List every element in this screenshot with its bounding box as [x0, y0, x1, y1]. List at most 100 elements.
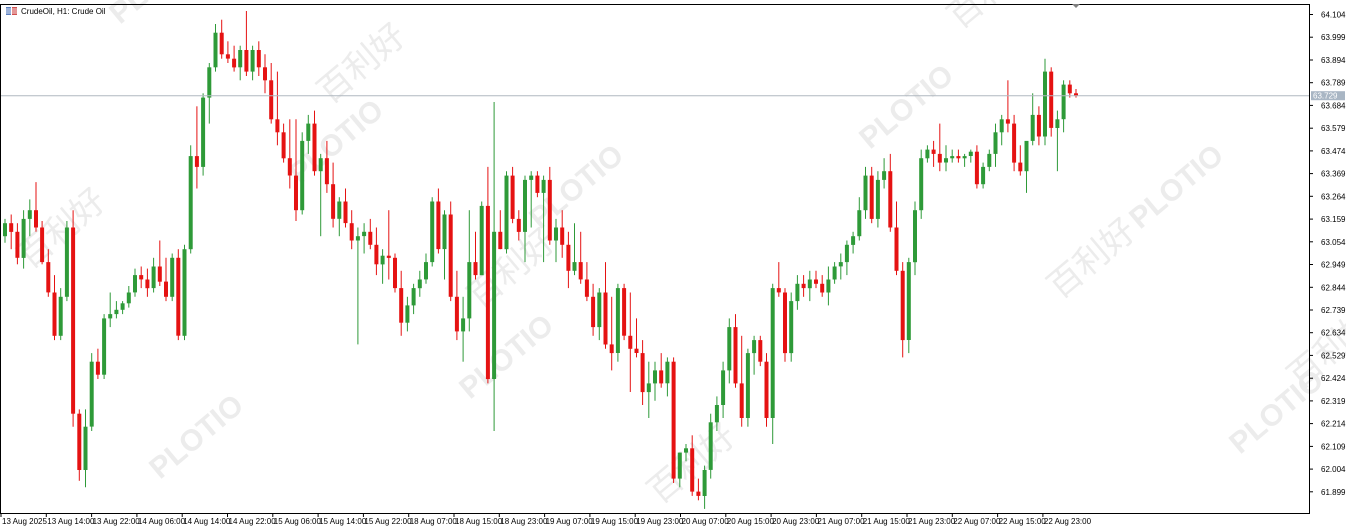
candle[interactable] — [516, 210, 521, 241]
candle[interactable] — [355, 227, 360, 345]
candle[interactable] — [120, 301, 125, 315]
candle[interactable] — [21, 210, 26, 269]
candle[interactable] — [454, 270, 459, 341]
candle[interactable] — [770, 283, 775, 444]
candle[interactable] — [646, 361, 651, 418]
candle[interactable] — [27, 199, 32, 237]
candle[interactable] — [318, 153, 323, 237]
candle[interactable] — [145, 268, 150, 297]
candle[interactable] — [219, 19, 224, 59]
candle[interactable] — [993, 123, 998, 167]
candle[interactable] — [380, 249, 385, 284]
candle[interactable] — [157, 240, 162, 287]
candle[interactable] — [826, 266, 831, 306]
candle[interactable] — [733, 314, 738, 388]
candle[interactable] — [981, 162, 986, 189]
candle[interactable] — [739, 335, 744, 427]
candle[interactable] — [968, 149, 973, 163]
candle[interactable] — [919, 149, 924, 219]
candle[interactable] — [139, 266, 144, 289]
candle[interactable] — [758, 335, 763, 367]
candle[interactable] — [368, 218, 373, 250]
candle[interactable] — [634, 318, 639, 358]
candle[interactable] — [64, 221, 69, 302]
candle[interactable] — [15, 223, 20, 265]
candle[interactable] — [851, 231, 856, 254]
candle[interactable] — [1005, 80, 1010, 133]
candle[interactable] — [745, 348, 750, 427]
candle[interactable] — [603, 262, 608, 349]
candle[interactable] — [820, 275, 825, 297]
candle[interactable] — [1067, 80, 1072, 98]
candle[interactable] — [832, 262, 837, 284]
candle[interactable] — [83, 409, 88, 488]
candle[interactable] — [554, 218, 558, 263]
candle[interactable] — [696, 478, 701, 501]
candle[interactable] — [424, 253, 428, 284]
candle[interactable] — [176, 249, 181, 341]
candle[interactable] — [900, 262, 905, 358]
candle[interactable] — [764, 353, 769, 427]
candle[interactable] — [857, 197, 862, 241]
candle[interactable] — [974, 145, 979, 189]
candle[interactable] — [547, 166, 552, 245]
candle[interactable] — [71, 210, 76, 427]
candle[interactable] — [783, 288, 787, 362]
candle[interactable] — [665, 357, 670, 397]
candle[interactable] — [1061, 80, 1066, 133]
candle[interactable] — [46, 249, 51, 297]
candle[interactable] — [838, 253, 843, 280]
candle[interactable] — [436, 188, 441, 254]
candle[interactable] — [584, 262, 589, 302]
candle[interactable] — [287, 119, 292, 189]
candle[interactable] — [238, 45, 243, 81]
candle[interactable] — [9, 214, 14, 250]
candle[interactable] — [256, 41, 261, 76]
candle[interactable] — [442, 210, 447, 280]
candle[interactable] — [294, 119, 298, 221]
candle[interactable] — [58, 288, 63, 341]
candle[interactable] — [1024, 140, 1029, 193]
candle[interactable] — [324, 140, 329, 193]
candle[interactable] — [306, 114, 311, 154]
candle[interactable] — [188, 145, 193, 254]
candle[interactable] — [591, 283, 596, 336]
candle[interactable] — [1012, 114, 1017, 172]
candle[interactable] — [863, 166, 868, 219]
candle[interactable] — [541, 175, 546, 263]
candle[interactable] — [677, 452, 682, 488]
candle[interactable] — [164, 257, 168, 302]
candle[interactable] — [312, 110, 317, 176]
candle[interactable] — [281, 123, 286, 163]
candle[interactable] — [207, 63, 212, 124]
candle[interactable] — [523, 175, 527, 263]
candle[interactable] — [894, 201, 899, 276]
candle[interactable] — [721, 361, 726, 418]
candle[interactable] — [844, 240, 849, 276]
candle[interactable] — [77, 409, 82, 481]
candle[interactable] — [888, 153, 893, 232]
candle[interactable] — [814, 270, 818, 289]
candle[interactable] — [535, 171, 540, 198]
candle[interactable] — [275, 71, 280, 146]
candle[interactable] — [795, 275, 800, 310]
candle[interactable] — [269, 63, 274, 124]
candle[interactable] — [386, 210, 391, 280]
candle[interactable] — [362, 223, 367, 254]
candle[interactable] — [560, 210, 565, 258]
candle[interactable] — [498, 210, 503, 250]
candle[interactable] — [578, 231, 583, 284]
candle[interactable] — [622, 283, 627, 341]
candle[interactable] — [702, 465, 707, 509]
candle[interactable] — [34, 182, 38, 232]
candle[interactable] — [653, 361, 657, 401]
candle[interactable] — [572, 223, 577, 276]
candle[interactable] — [690, 435, 695, 496]
candle[interactable] — [133, 268, 137, 297]
candle[interactable] — [962, 153, 967, 167]
candle[interactable] — [801, 275, 806, 297]
candle[interactable] — [529, 171, 534, 228]
candle[interactable] — [869, 166, 874, 224]
